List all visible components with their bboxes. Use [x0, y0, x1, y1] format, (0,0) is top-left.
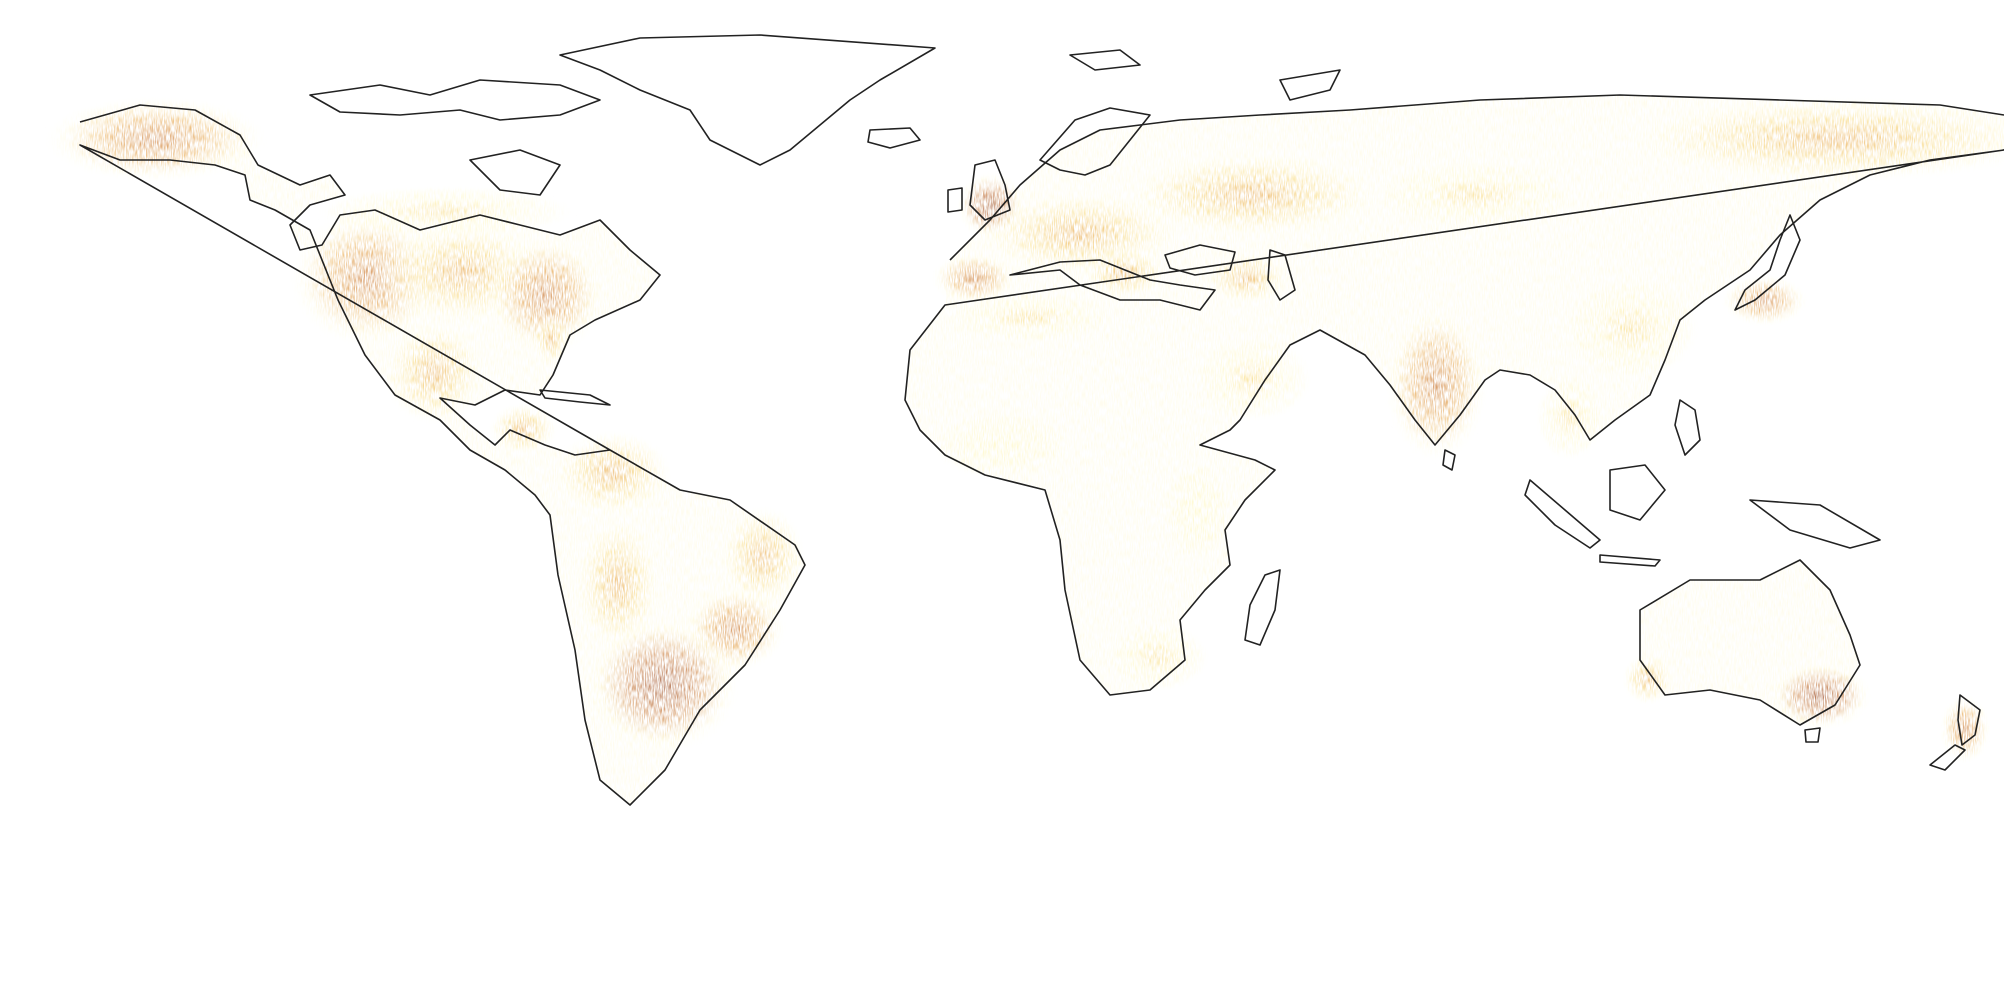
hotspot-argentina	[582, 613, 743, 756]
coast-scandinavia	[1039, 107, 1151, 176]
hotspot-east-siberia	[1614, 94, 2004, 184]
coast-mediterranean	[1009, 259, 1216, 311]
coast-japan	[1734, 214, 1801, 311]
hotspot-east-africa	[1161, 458, 1233, 566]
coast-british-isles	[947, 159, 1011, 221]
hotspot-china-east	[1559, 274, 1703, 382]
coast-caspian	[1267, 249, 1296, 301]
hotspot-florida	[533, 312, 569, 367]
hotspot-mexico	[380, 319, 488, 427]
hotspot-siberia	[1368, 159, 1583, 231]
coast-iceland	[867, 127, 921, 149]
coast-greenland	[559, 34, 936, 166]
hotspot-brazil-east	[718, 503, 808, 611]
hotspot-colombia-venezuela	[549, 428, 675, 518]
coast-svalbard-novaya	[1069, 49, 1341, 101]
coast-tasmania	[1804, 727, 1821, 743]
coast-new-guinea	[1749, 499, 1881, 549]
hotspot-indochina	[1534, 372, 1606, 463]
coast-south-america	[79, 144, 806, 806]
hotspot-alaska	[40, 94, 272, 184]
hotspot-southwest-australia	[1621, 652, 1675, 706]
coast-cuba	[539, 389, 611, 406]
coast-north-america	[79, 104, 661, 456]
coast-canadian-arctic	[309, 79, 601, 196]
coast-borneo	[1609, 464, 1666, 521]
hotspot-balkans	[1079, 246, 1169, 300]
coast-philippines	[1674, 399, 1701, 456]
hotspot-iberia	[929, 251, 1019, 306]
coast-sumatra-java	[1524, 479, 1661, 567]
hotspot-canada-south	[311, 184, 579, 239]
coast-eurasia	[904, 94, 2004, 696]
hotspot-new-zealand	[1938, 693, 1992, 765]
coast-madagascar	[1244, 569, 1281, 646]
coast-sri-lanka	[1442, 449, 1456, 471]
hotspot-arabia	[1190, 334, 1315, 424]
coast-black-sea	[1164, 244, 1236, 276]
hotspot-southern-africa	[1104, 621, 1212, 693]
hotspot-southeast-australia	[1766, 660, 1874, 732]
hotspot-russia-west	[1118, 150, 1387, 240]
hotspot-india	[1382, 303, 1490, 465]
coast-australia	[1639, 559, 1861, 726]
hotspot-west-africa	[930, 409, 1074, 481]
coastlines	[79, 34, 2004, 806]
hotspot-japan	[1720, 273, 1810, 328]
hotspot-eastern-us	[483, 232, 608, 358]
coast-new-zealand	[1929, 694, 1981, 771]
hotspot-central-america	[487, 401, 559, 456]
hotspot-north-africa	[940, 290, 1119, 345]
